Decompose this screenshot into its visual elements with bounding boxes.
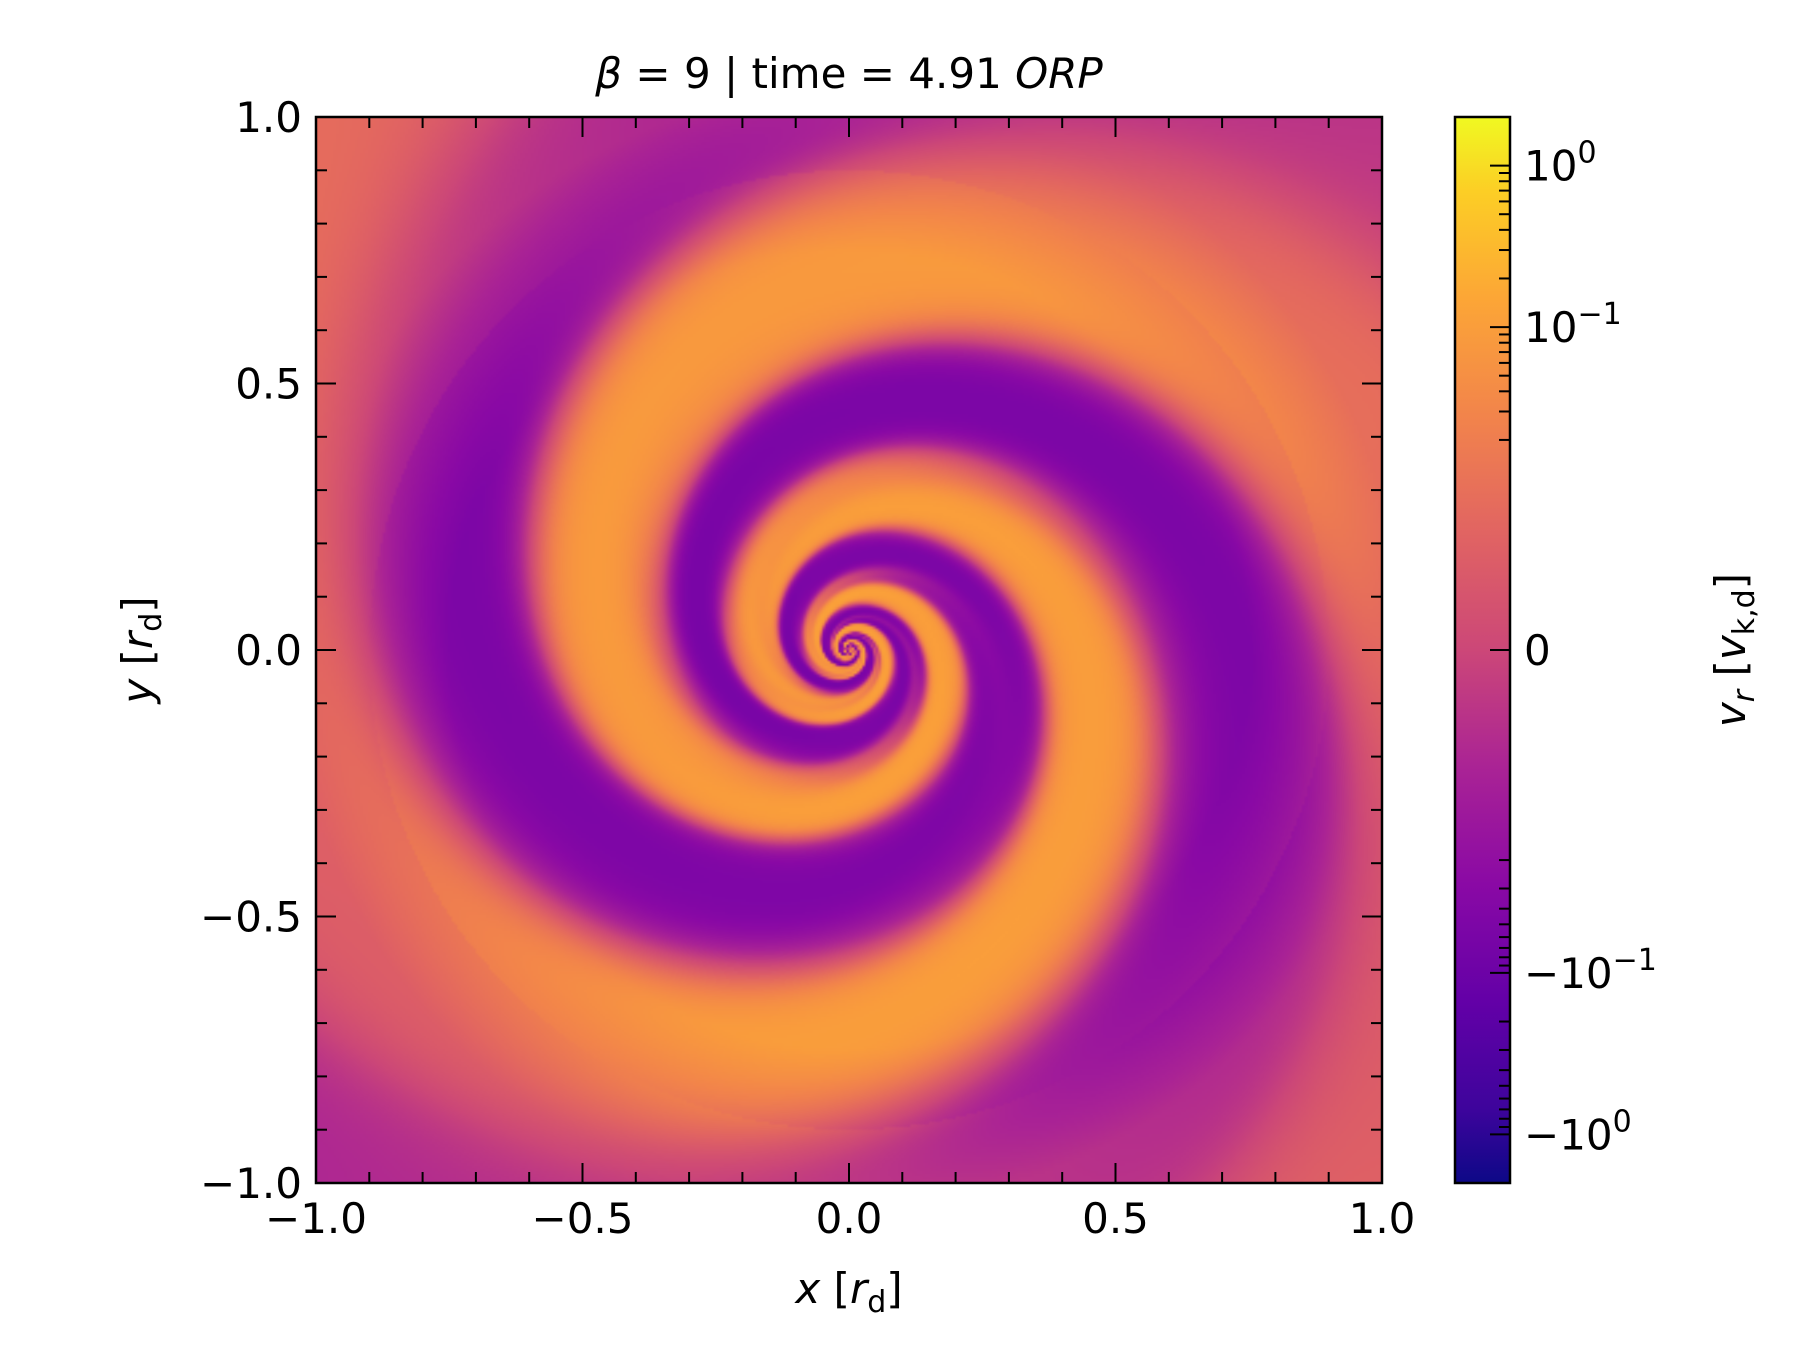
cb-label-unit-sub: k,d: [1727, 589, 1762, 635]
title-beta: β: [594, 49, 622, 98]
x-axis-label: x [rd]: [793, 1264, 902, 1320]
title-text: = 9 | time = 4.91: [622, 49, 1015, 98]
x-label-var: x: [793, 1264, 821, 1313]
y-label-var: y: [113, 678, 162, 706]
chart-title: β = 9 | time = 4.91 ORP: [594, 49, 1103, 98]
y-label-sub: d: [134, 613, 169, 632]
colorbar-tick-label: −100: [1524, 1104, 1632, 1159]
x-label-open: [: [820, 1264, 850, 1313]
x-tick-label: −0.5: [532, 1194, 634, 1243]
y-tick-label: −1.0: [200, 1159, 302, 1208]
x-tick-label: 1.0: [1349, 1194, 1416, 1243]
x-tick-label: −1.0: [265, 1194, 367, 1243]
y-label-close: ]: [113, 596, 162, 612]
y-tick-label: 0.5: [235, 360, 302, 409]
y-axis-ticks: −1.0 −0.5 0.0 0.5 1.0: [200, 93, 1382, 1208]
cb-label-unit: v: [1706, 634, 1755, 660]
x-tick-label: 0.0: [816, 1194, 883, 1243]
colorbar-ticks: 100 10−1 0 −10−1 −100: [1490, 116, 1657, 1184]
colorbar-label: vr [vk,d]: [1706, 573, 1762, 727]
colorbar-tick-label: 0: [1524, 626, 1551, 675]
title-unit: ORP: [1015, 49, 1103, 98]
x-label-sub: d: [867, 1285, 886, 1320]
x-label-close: ]: [886, 1264, 902, 1313]
colorbar-tick-label: 100: [1524, 136, 1597, 191]
colorbar-tick-label: −10−1: [1524, 943, 1657, 998]
y-label-unit: r: [113, 629, 162, 649]
cb-label-var: v: [1706, 701, 1755, 727]
cb-label-sub: r: [1727, 688, 1762, 702]
y-label-open: [: [113, 649, 162, 679]
y-tick-label: 1.0: [235, 93, 302, 142]
y-tick-label: 0.0: [235, 626, 302, 675]
heatmap-area: [316, 117, 1382, 1183]
y-tick-label: −0.5: [200, 893, 302, 942]
cb-label-open: [: [1706, 660, 1755, 690]
x-axis-ticks: −1.0 −0.5 0.0 0.5 1.0: [265, 117, 1415, 1243]
x-tick-label: 0.5: [1082, 1194, 1149, 1243]
cb-label-close: ]: [1706, 573, 1755, 589]
y-axis-label: y [rd]: [113, 596, 169, 705]
colorbar-tick-label: 10−1: [1524, 297, 1622, 352]
x-label-unit: r: [850, 1264, 870, 1313]
heatmap-image: [316, 117, 1382, 1183]
